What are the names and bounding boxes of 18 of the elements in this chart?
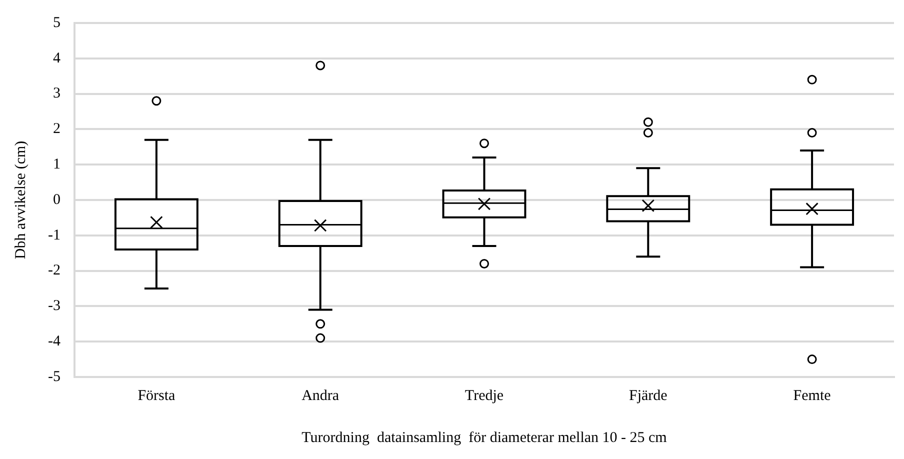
x-tick-label: Första <box>138 388 176 404</box>
y-tick-label: -2 <box>48 262 60 279</box>
y-tick-label: 1 <box>52 156 60 173</box>
y-tick-label: -5 <box>48 368 60 385</box>
x-tick-label: Andra <box>302 388 340 404</box>
y-axis-title: Dbh avvikelse (cm) <box>12 140 29 260</box>
x-tick-label: Fjärde <box>628 388 668 404</box>
x-axis-title: Turordning datainsamling för diameterar mellan 10 - 25 cm <box>302 430 668 446</box>
y-tick-label: -4 <box>48 334 61 350</box>
y-tick-label: 4 <box>52 50 61 66</box>
y-tick-label: -3 <box>48 298 60 314</box>
y-tick-label: -1 <box>48 227 60 244</box>
x-tick-label: Femte <box>793 388 832 404</box>
y-tick-label: 5 <box>52 14 60 31</box>
y-tick-label: 2 <box>52 121 60 138</box>
y-tick-label: 3 <box>52 86 60 102</box>
y-tick-label: 0 <box>52 192 60 208</box>
x-tick-label: Tredje <box>464 388 504 404</box>
